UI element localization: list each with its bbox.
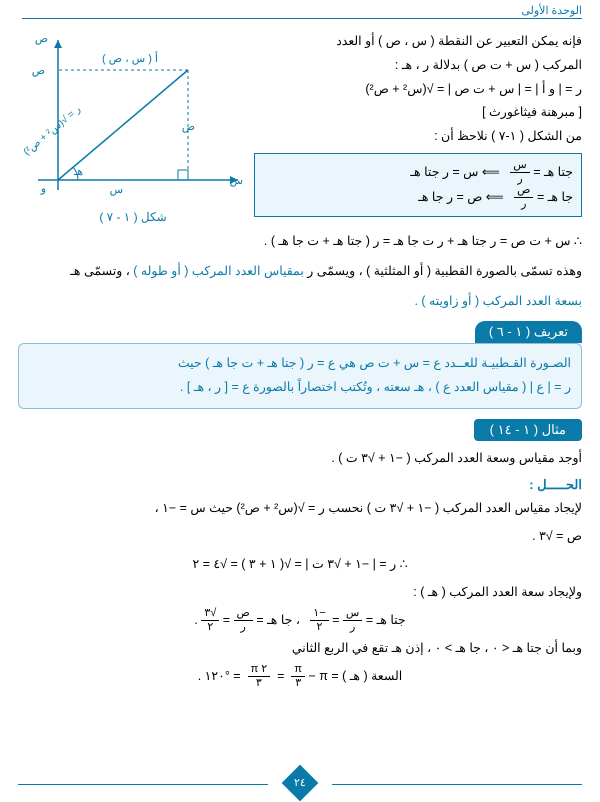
unit-header: الوحدة الأولى	[22, 4, 582, 19]
def-l2: ر = | ع | ( مقياس العدد ع ) ، هـ سعته ، …	[29, 376, 571, 400]
intro-l3: ر = | و أ | = | س + ت ص | = √(س² + ص²)	[254, 78, 582, 102]
trig-identities-box: جتا هـ = سر ⟸ س = ر جتا هـ جا هـ = صر ⟸ …	[254, 153, 582, 217]
sol-l1: لإيجاد مقياس العدد المركب ( −١ + √٣ ت ) …	[18, 496, 582, 521]
cos-label: جتا هـ =	[533, 165, 573, 179]
solution-label: الحـــــل :	[18, 477, 582, 493]
sol-l2: ص = √٣ .	[18, 524, 582, 549]
sol-l5: جتا هـ = سر = −١٢ ، جا هـ = صر = √٣٢ .	[18, 608, 582, 633]
svg-text:ص: ص	[32, 65, 45, 77]
cos-result: ⟸ س = ر جتا هـ	[410, 165, 499, 179]
svg-text:و: و	[40, 183, 46, 195]
svg-text:ر = √(س² + ص²): ر = √(س² + ص²)	[21, 103, 83, 158]
svg-text:أ ( س ، ص ): أ ( س ، ص )	[102, 51, 158, 65]
svg-text:ص: ص	[35, 33, 48, 45]
definition-box: الصـورة القـطبيـة للعــدد ع = س + ت ص هي…	[18, 343, 582, 409]
sol-l3: ∴ ر = | −١ + √٣ ت | = √( ١ + ٣ ) = √٤ = …	[18, 552, 582, 577]
intro-l2: المركب ( س + ت ص ) بدلالة ر ، هـ :	[254, 54, 582, 78]
sin-den: ر	[514, 198, 533, 210]
sin-label: جا هـ =	[537, 190, 573, 204]
polar-l3: بسعة العدد المركب ( أو زاويته ) .	[18, 290, 582, 314]
intro-l4: [ مبرهنة فيثاغورث ]	[254, 101, 582, 125]
page-content: فإنه يمكن التعبير عن النقطة ( س ، ص ) أو…	[18, 30, 582, 689]
polar-l1: ∴ س + ت ص = ر جتا هـ + ر ت جا هـ = ر ( ج…	[18, 230, 582, 254]
intro-l5: من الشكل ( ١-٧ ) نلاحظ أن :	[254, 125, 582, 149]
sin-result: ⟸ ص = ر جا هـ	[418, 190, 504, 204]
intro-l1: فإنه يمكن التعبير عن النقطة ( س ، ص ) أو…	[254, 30, 582, 54]
example-header: مثال ( ١ - ١٤ )	[474, 419, 582, 441]
polar-l2: وهذه تسمّى بالصورة القطبية ( أو المثلثية…	[18, 260, 582, 284]
figure-1-7: س ص و أ ( س ، ص ) هـ ص س ص ر = √(س² + ص²…	[18, 30, 248, 224]
def-l1: الصـورة القـطبيـة للعــدد ع = س + ت ص هي…	[29, 352, 571, 376]
sin-num: ص	[514, 185, 533, 198]
sol-l7: السعة ( هـ ) = π − π٣ = ٢ π٣ = °١٢٠ .	[18, 664, 582, 689]
definition-header: تعريف ( ١ - ٦ )	[475, 321, 582, 343]
cos-num: س	[510, 160, 529, 173]
svg-text:ص: ص	[182, 121, 195, 133]
sol-l6: وبما أن جتا هـ < ٠ ، جا هـ > ٠ ، إذن هـ …	[18, 636, 582, 661]
page-footer: ٢٤	[0, 770, 600, 796]
sol-l4: ولإيجاد سعة العدد المركب ( هـ ) :	[18, 580, 582, 605]
figure-caption: شكل ( ١ - ٧ )	[18, 210, 248, 224]
svg-text:س: س	[230, 175, 243, 187]
page-number-badge: ٢٤	[282, 765, 319, 802]
cos-den: ر	[510, 173, 529, 185]
svg-text:س: س	[110, 184, 123, 196]
svg-text:هـ: هـ	[73, 166, 83, 178]
example-prompt: أوجد مقياس وسعة العدد المركب ( −١ + √٣ ت…	[18, 447, 582, 471]
